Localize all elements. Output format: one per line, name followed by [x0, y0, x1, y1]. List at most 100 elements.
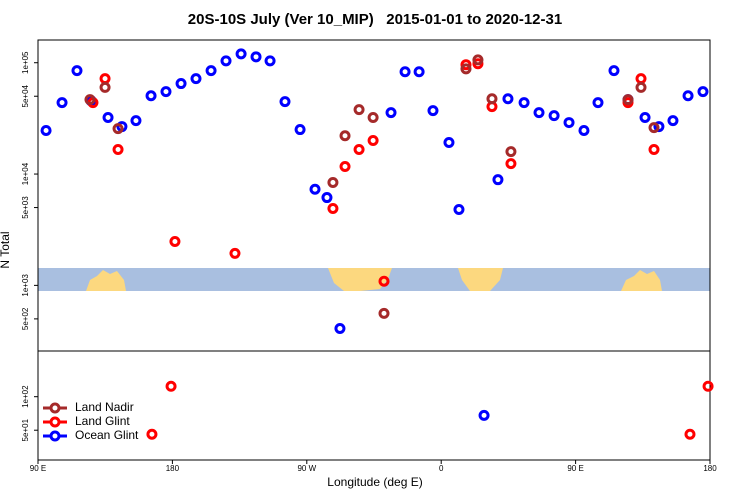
- legend-marker: [49, 402, 61, 414]
- x-axis-label: Longitude (deg E): [327, 475, 422, 489]
- point: [578, 125, 590, 137]
- y-tick-label: 5e+04: [21, 84, 30, 107]
- point: [399, 66, 411, 78]
- point: [427, 105, 439, 117]
- x-tick-label: 180: [703, 464, 717, 473]
- land: [86, 270, 126, 291]
- point: [518, 97, 530, 109]
- x-tick-label: 90 E: [30, 464, 46, 473]
- x-tick-label: 180: [166, 464, 180, 473]
- y-tick-label: 1e+02: [21, 385, 30, 408]
- land: [328, 268, 392, 291]
- point: [682, 90, 694, 102]
- point: [309, 183, 321, 195]
- point: [385, 107, 397, 119]
- point: [702, 380, 714, 392]
- land: [458, 268, 503, 291]
- land: [621, 270, 662, 291]
- legend-marker: [49, 416, 61, 428]
- point: [592, 97, 604, 109]
- point: [71, 65, 83, 77]
- point: [460, 59, 472, 71]
- y-tick-label: 5e+01: [21, 418, 30, 441]
- point: [145, 90, 157, 102]
- point: [229, 247, 241, 259]
- point: [165, 380, 177, 392]
- point: [413, 66, 425, 78]
- point: [486, 93, 498, 105]
- point: [639, 112, 651, 124]
- point: [533, 107, 545, 119]
- point: [667, 115, 679, 127]
- point: [548, 110, 560, 122]
- point: [112, 144, 124, 156]
- legend-label: Land Glint: [75, 414, 130, 428]
- point: [443, 137, 455, 149]
- y-tick-label: 1e+03: [21, 274, 30, 297]
- point: [353, 144, 365, 156]
- point: [327, 176, 339, 188]
- map-strip: [38, 268, 710, 291]
- point: [160, 86, 172, 98]
- point: [40, 125, 52, 137]
- point: [648, 144, 660, 156]
- point: [472, 58, 484, 70]
- point: [684, 428, 696, 440]
- point: [653, 121, 665, 133]
- point: [478, 409, 490, 421]
- point: [367, 135, 379, 147]
- point: [622, 94, 634, 106]
- point: [175, 78, 187, 90]
- point: [235, 48, 247, 60]
- point: [130, 115, 142, 127]
- point: [502, 93, 514, 105]
- point: [367, 112, 379, 124]
- x-tick-label: 90 E: [567, 464, 583, 473]
- y-tick-label: 5e+02: [21, 307, 30, 330]
- legend-marker: [49, 430, 61, 442]
- point: [505, 146, 517, 158]
- point: [353, 104, 365, 116]
- point: [339, 160, 351, 172]
- plot-frame: [37, 39, 711, 461]
- point: [56, 97, 68, 109]
- point: [378, 275, 390, 287]
- point: [648, 122, 660, 134]
- point: [327, 203, 339, 215]
- y-tick-label: 1e+04: [21, 162, 30, 185]
- point: [99, 73, 111, 85]
- point: [378, 307, 390, 319]
- y-tick-label: 5e+03: [21, 196, 30, 219]
- point: [563, 117, 575, 129]
- legend-label: Land Nadir: [75, 400, 134, 414]
- point: [294, 124, 306, 136]
- x-tick-label: 90 W: [297, 464, 316, 473]
- point: [99, 81, 111, 93]
- point: [102, 112, 114, 124]
- point: [220, 55, 232, 67]
- point: [112, 123, 124, 135]
- point: [635, 81, 647, 93]
- point: [492, 174, 504, 186]
- point: [505, 158, 517, 170]
- point: [608, 65, 620, 77]
- x-tick-label: 0: [439, 464, 444, 473]
- point: [146, 428, 158, 440]
- point: [635, 73, 647, 85]
- point: [279, 96, 291, 108]
- y-axis-label: N Total: [0, 231, 12, 268]
- point: [460, 63, 472, 75]
- y-tick-label: 1e+05: [21, 51, 30, 74]
- point: [334, 322, 346, 334]
- point: [453, 204, 465, 216]
- point: [339, 130, 351, 142]
- point: [321, 192, 333, 204]
- point: [264, 55, 276, 67]
- legend-label: Ocean Glint: [75, 428, 139, 442]
- point: [697, 86, 709, 98]
- point: [472, 54, 484, 66]
- point: [84, 94, 96, 106]
- point: [205, 65, 217, 77]
